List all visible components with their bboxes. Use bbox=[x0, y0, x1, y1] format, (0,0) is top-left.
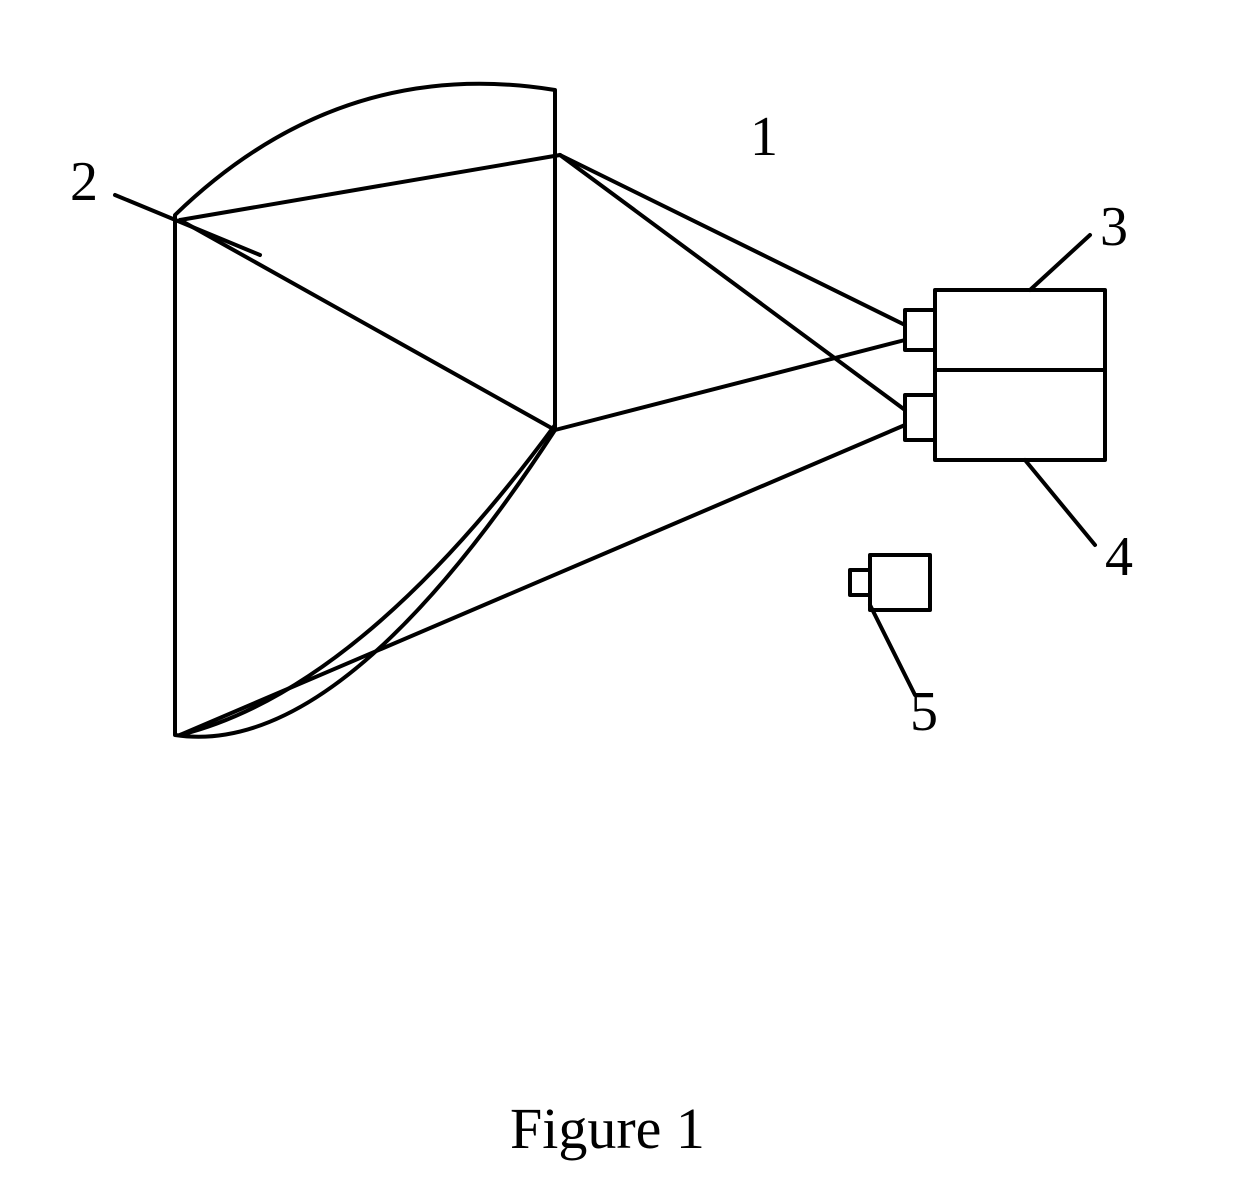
projector-top-body bbox=[935, 290, 1105, 370]
leader-4 bbox=[1025, 460, 1095, 545]
camera-lens bbox=[850, 570, 870, 595]
leader-5 bbox=[870, 605, 915, 695]
ray-bottom-upper bbox=[560, 155, 905, 410]
projector-top-lens bbox=[905, 310, 935, 350]
projection-screen bbox=[175, 84, 555, 737]
label-4: 4 bbox=[1105, 525, 1133, 589]
diagram-svg bbox=[0, 0, 1234, 1201]
technical-diagram: 1 2 3 4 5 Figure 1 bbox=[0, 0, 1234, 1201]
screen-bottom-curve bbox=[180, 425, 555, 735]
label-2: 2 bbox=[70, 150, 98, 214]
ray-top-upper bbox=[560, 155, 905, 325]
projector-bottom-body bbox=[935, 370, 1105, 460]
ray-bottom-lower bbox=[180, 425, 905, 735]
label-5: 5 bbox=[910, 680, 938, 744]
label-1: 1 bbox=[750, 105, 778, 169]
camera-body bbox=[870, 555, 930, 610]
leader-3 bbox=[1030, 235, 1090, 290]
figure-caption: Figure 1 bbox=[510, 1095, 705, 1162]
projector-bottom-lens bbox=[905, 395, 935, 440]
label-3: 3 bbox=[1100, 195, 1128, 259]
ray-top-lower bbox=[555, 340, 905, 430]
screen-diag-1 bbox=[180, 220, 555, 430]
